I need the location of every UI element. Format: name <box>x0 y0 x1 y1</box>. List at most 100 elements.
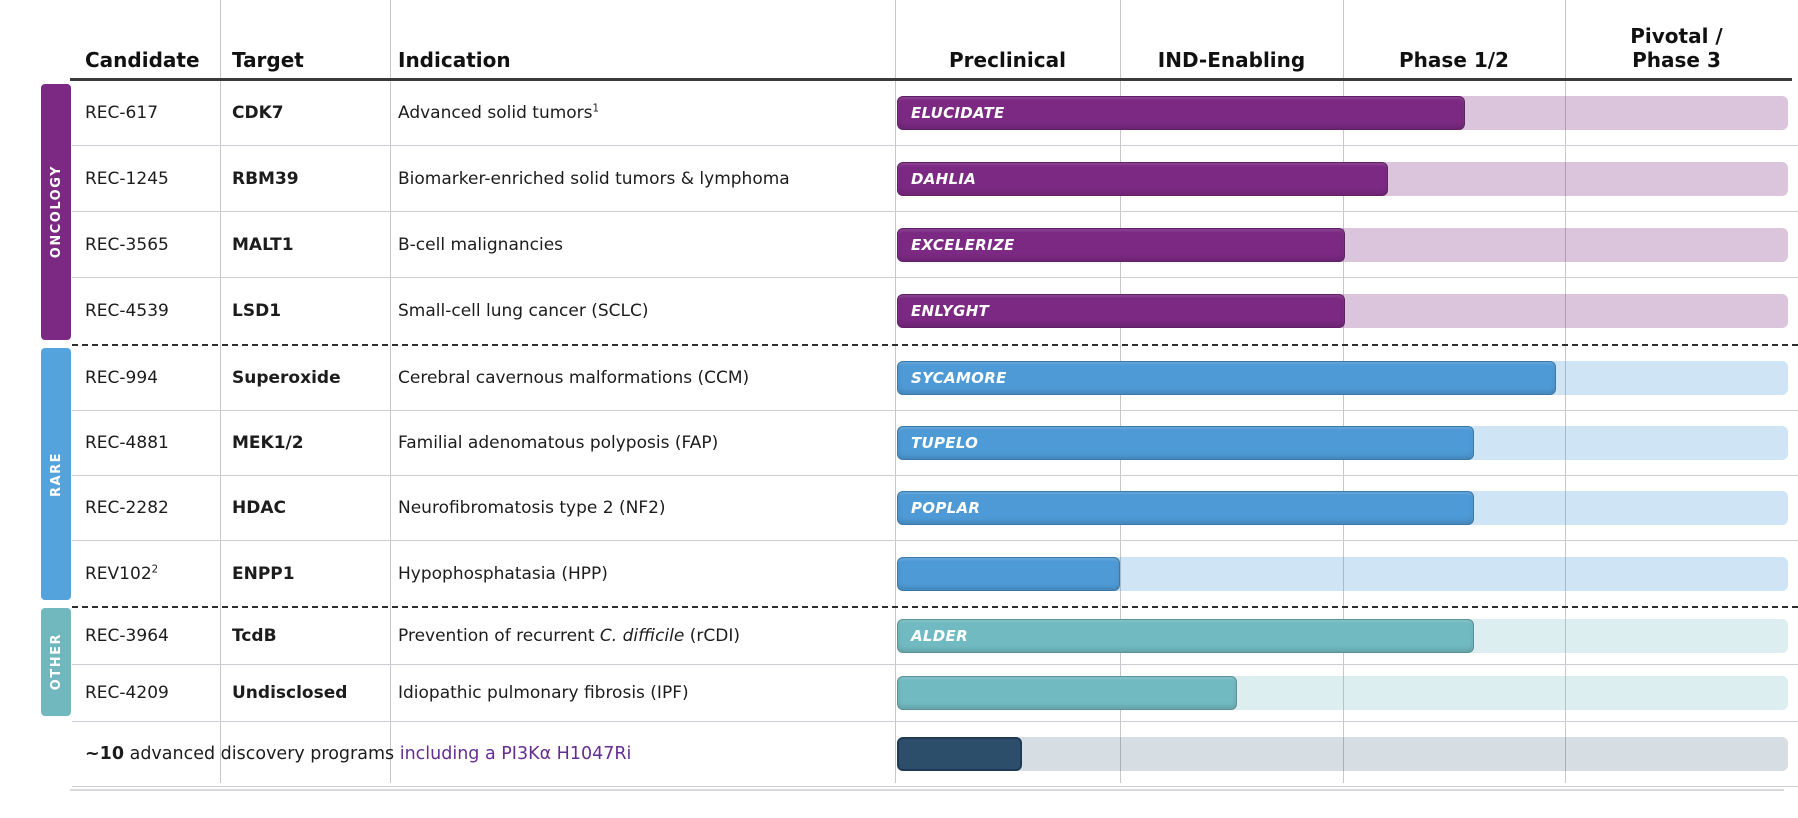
category-label-rare: RARE <box>48 451 64 497</box>
category-bar-oncology: ONCOLOGY <box>41 84 71 340</box>
column-header-ind-enabling: IND-Enabling <box>1157 48 1306 72</box>
bottom-divider <box>70 789 1784 791</box>
trial-bar-area: EXCELERIZE <box>895 212 1798 277</box>
pipeline-row: REC-1245 RBM39 Biomarker-enriched solid tu… <box>72 146 1798 212</box>
indication-cell: Small-cell lung cancer (SCLC) <box>398 301 649 321</box>
indication-cell: Idiopathic pulmonary fibrosis (IPF) <box>398 683 689 703</box>
trial-bar-fill: ELUCIDATE <box>897 95 1465 130</box>
category-bar-rare: RARE <box>41 348 71 600</box>
candidate-cell: REC-994 <box>85 368 159 388</box>
trial-bar-area: TUPELO <box>895 411 1798 475</box>
pipeline-row: REC-617 CDK7 Advanced solid tumors1 ELUCIDA… <box>72 80 1798 146</box>
indication-cell: Prevention of recurrent C. difficile (rC… <box>398 626 740 646</box>
discovery-count: ~10 <box>85 744 125 764</box>
pipeline-row: REV1022 ENPP1 Hypophosphatasia (HPP) <box>72 541 1798 606</box>
indication-cell: Hypophosphatasia (HPP) <box>398 563 608 584</box>
discovery-row: ~10 advanced discovery programs includin… <box>72 722 1798 787</box>
discovery-bar-fill <box>897 737 1022 771</box>
trial-bar-fill: DAHLIA <box>897 161 1388 196</box>
target-cell: MEK1/2 <box>232 433 304 453</box>
target-cell: LSD1 <box>232 301 282 321</box>
indication-cell: Neurofibromatosis type 2 (NF2) <box>398 498 666 518</box>
pipeline-row: REC-3565 MALT1 B-cell malignancies EXCELERI… <box>72 212 1798 278</box>
trial-bar-fill: POPLAR <box>897 491 1474 525</box>
trial-bar-fill <box>897 556 1120 591</box>
candidate-cell: REC-2282 <box>85 498 169 518</box>
trial-bar-fill: ALDER <box>897 619 1474 653</box>
target-cell: TcdB <box>232 626 277 646</box>
pipeline-row: REC-2282 HDAC Neurofibromatosis type 2 (NF… <box>72 476 1798 541</box>
category-bar-other: OTHER <box>41 608 71 716</box>
column-header-pivotal-phase-3: Pivotal / Phase 3 <box>1630 24 1723 72</box>
target-cell: Superoxide <box>232 368 341 388</box>
trial-bar-area: ENLYGHT <box>895 278 1798 344</box>
pipeline-group-oncology: REC-617 CDK7 Advanced solid tumors1 ELUCIDA… <box>72 80 1798 346</box>
column-header-indication: Indication <box>398 48 511 72</box>
target-cell: RBM39 <box>232 168 299 189</box>
trial-bar-fill: EXCELERIZE <box>897 227 1345 262</box>
trial-name-label: TUPELO <box>911 434 979 452</box>
target-cell: ENPP1 <box>232 563 295 584</box>
indication-cell: Advanced solid tumors1 <box>398 102 600 123</box>
trial-bar-area: ELUCIDATE <box>895 80 1798 145</box>
column-header-target: Target <box>232 48 304 72</box>
discovery-bar-area <box>895 722 1798 786</box>
trial-bar-fill: ENLYGHT <box>897 294 1345 328</box>
trial-name-label: DAHLIA <box>911 169 977 188</box>
discovery-text: ~10 advanced discovery programs includin… <box>72 744 895 764</box>
trial-name-label: EXCELERIZE <box>911 235 1015 254</box>
trial-bar-fill <box>897 676 1237 710</box>
trial-name-label: SYCAMORE <box>911 369 1007 387</box>
trial-bar-area <box>895 665 1798 721</box>
column-header-candidate: Candidate <box>85 48 200 72</box>
gridline-candidate-target <box>220 0 221 783</box>
column-header-preclinical: Preclinical <box>949 48 1066 72</box>
pipeline-row: REC-4539 LSD1 Small-cell lung cancer (SCLC… <box>72 278 1798 344</box>
trial-bar-area: ALDER <box>895 608 1798 664</box>
indication-cell: Cerebral cavernous malformations (CCM) <box>398 368 750 388</box>
candidate-cell: REC-1245 <box>85 168 169 189</box>
indication-cell: B-cell malignancies <box>398 234 564 255</box>
header-divider <box>70 78 1792 81</box>
trial-bar-fill: SYCAMORE <box>897 361 1556 395</box>
candidate-cell: REV1022 <box>85 563 159 584</box>
trial-name-label: ENLYGHT <box>911 302 990 320</box>
trial-bar-area: POPLAR <box>895 476 1798 540</box>
indication-cell: Biomarker-enriched solid tumors & lympho… <box>398 168 790 189</box>
gridline-pivotal-start <box>1565 0 1566 783</box>
candidate-cell: REC-4209 <box>85 683 169 703</box>
candidate-cell: REC-617 <box>85 102 159 123</box>
discovery-text-plain: advanced discovery programs <box>124 744 400 764</box>
trial-bar-area: SYCAMORE <box>895 346 1798 410</box>
indication-cell: Familial adenomatous polyposis (FAP) <box>398 433 719 453</box>
candidate-cell: REC-4881 <box>85 433 169 453</box>
pipeline-row: REC-994 Superoxide Cerebral cavernous malf… <box>72 346 1798 411</box>
trial-bar-area: DAHLIA <box>895 146 1798 211</box>
trial-bar-fill: TUPELO <box>897 426 1474 460</box>
target-cell: CDK7 <box>232 102 284 123</box>
trial-name-label: ALDER <box>911 627 968 645</box>
gridline-target-indication <box>390 0 391 783</box>
pipeline-group-other: REC-3964 TcdB Prevention of recurrent C. d… <box>72 608 1798 722</box>
category-label-other: OTHER <box>48 633 64 691</box>
target-cell: Undisclosed <box>232 683 348 703</box>
target-cell: MALT1 <box>232 234 294 255</box>
candidate-cell: REC-3964 <box>85 626 169 646</box>
discovery-text-highlight: including a PI3Kα H1047Ri <box>399 744 632 764</box>
candidate-cell: REC-3565 <box>85 234 169 255</box>
pipeline-row: REC-4209 Undisclosed Idiopathic pulmonary … <box>72 665 1798 722</box>
pipeline-row: REC-4881 MEK1/2 Familial adenomatous polyp… <box>72 411 1798 476</box>
column-header-phase-1-2: Phase 1/2 <box>1399 48 1509 72</box>
discovery-bar-track <box>897 737 1788 771</box>
gridline-preclinical-start <box>895 0 896 783</box>
trial-bar-area <box>895 541 1798 606</box>
trial-name-label: ELUCIDATE <box>911 103 1005 122</box>
pipeline-row: REC-3964 TcdB Prevention of recurrent C. d… <box>72 608 1798 665</box>
pipeline-group-rare: REC-994 Superoxide Cerebral cavernous malf… <box>72 346 1798 608</box>
target-cell: HDAC <box>232 498 286 518</box>
trial-name-label: POPLAR <box>911 499 981 517</box>
category-label-oncology: ONCOLOGY <box>48 165 64 259</box>
pipeline-rows: REC-617 CDK7 Advanced solid tumors1 ELUCIDA… <box>72 80 1798 787</box>
candidate-cell: REC-4539 <box>85 301 169 321</box>
